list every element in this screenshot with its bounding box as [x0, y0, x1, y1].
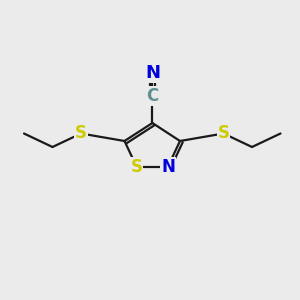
Text: S: S — [218, 124, 230, 142]
Text: C: C — [146, 87, 158, 105]
Text: S: S — [130, 158, 142, 175]
Text: N: N — [161, 158, 175, 175]
Text: S: S — [75, 124, 87, 142]
Text: N: N — [145, 64, 160, 82]
